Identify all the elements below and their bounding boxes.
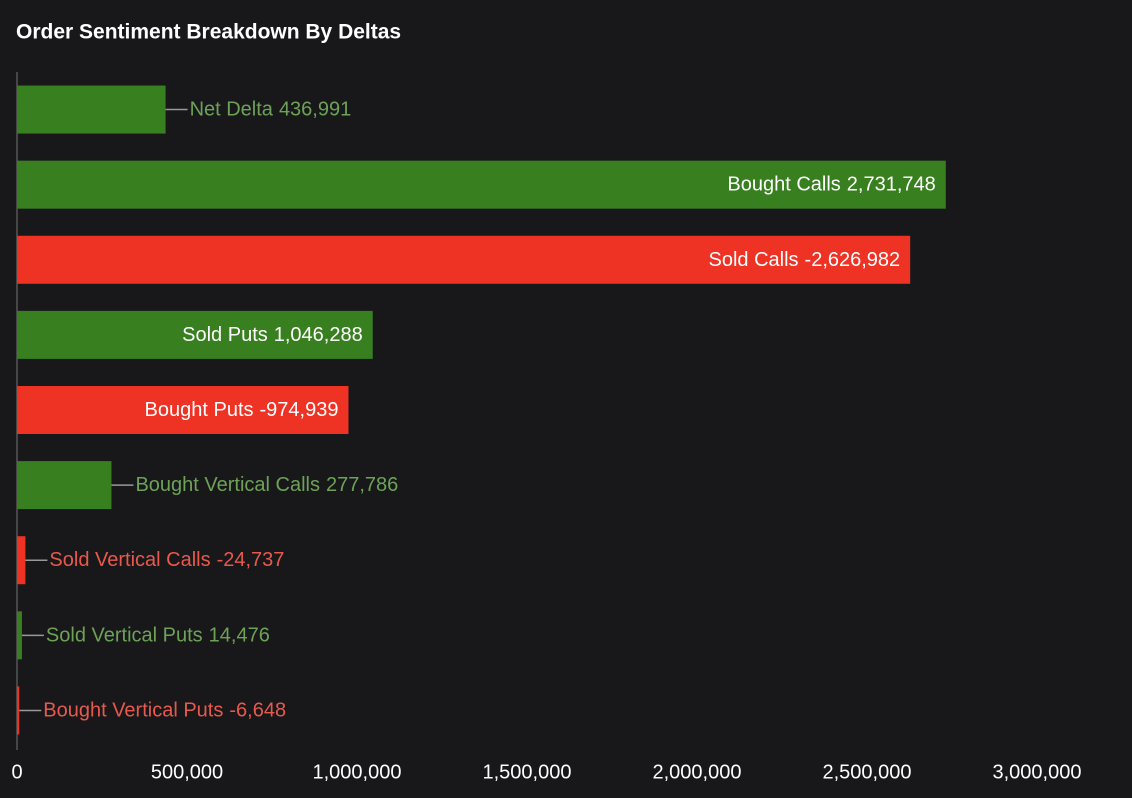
bar-label-name: Bought Vertical Puts [43, 700, 223, 722]
bar-label-value: 277,786 [326, 474, 398, 496]
bar [17, 160, 946, 209]
bar-label-value: 14,476 [209, 625, 270, 647]
x-tick-label: 2,500,000 [823, 761, 912, 783]
x-tick-label: 2,000,000 [653, 761, 742, 783]
bar [17, 235, 911, 284]
bar [17, 310, 373, 359]
bar-label-value: -974,939 [260, 399, 339, 421]
bar-label-value: 1,046,288 [274, 324, 363, 346]
bar-label-name: Sold Puts [182, 324, 268, 346]
x-tick-label: 3,000,000 [993, 761, 1082, 783]
bar-label-value: 2,731,748 [847, 174, 936, 196]
bar-label-value: 436,991 [279, 99, 351, 121]
bar-label-name: Bought Vertical Calls [135, 474, 320, 496]
bar-label-value: -24,737 [217, 550, 285, 572]
bar-label: Bought Vertical Calls 277,786 [135, 474, 398, 496]
chart-title: Order Sentiment Breakdown By Deltas [16, 21, 401, 44]
x-tick-label: 1,500,000 [483, 761, 572, 783]
bar-label-name: Net Delta [190, 99, 274, 121]
bar-label: Bought Puts -974,939 [145, 399, 339, 421]
x-tick-label: 500,000 [151, 761, 223, 783]
bar-label: Net Delta 436,991 [190, 99, 352, 121]
bar-label: Sold Vertical Puts 14,476 [46, 625, 270, 647]
bar [17, 461, 112, 510]
bar-label: Sold Calls -2,626,982 [708, 249, 900, 271]
bar-label-value: -6,648 [229, 700, 286, 722]
bar-label-value: -2,626,982 [805, 249, 901, 271]
bar-label-name: Sold Vertical Calls [49, 550, 210, 572]
bar [17, 386, 349, 434]
x-tick-label: 1,000,000 [313, 761, 402, 783]
bar-label-name: Bought Calls [727, 174, 840, 196]
bar-label: Sold Vertical Calls -24,737 [49, 550, 284, 572]
x-tick-label: 0 [11, 761, 22, 783]
bar-label-name: Bought Puts [145, 399, 254, 421]
bar [17, 611, 22, 660]
bar-label: Bought Calls 2,731,748 [727, 174, 935, 196]
bar [17, 85, 166, 134]
bar [17, 536, 26, 585]
bar-label-name: Sold Vertical Puts [46, 625, 203, 647]
bar-label: Sold Puts 1,046,288 [182, 324, 363, 346]
bar-label-name: Sold Calls [708, 249, 798, 271]
bar-label: Bought Vertical Puts -6,648 [43, 700, 286, 722]
bar [17, 686, 20, 735]
